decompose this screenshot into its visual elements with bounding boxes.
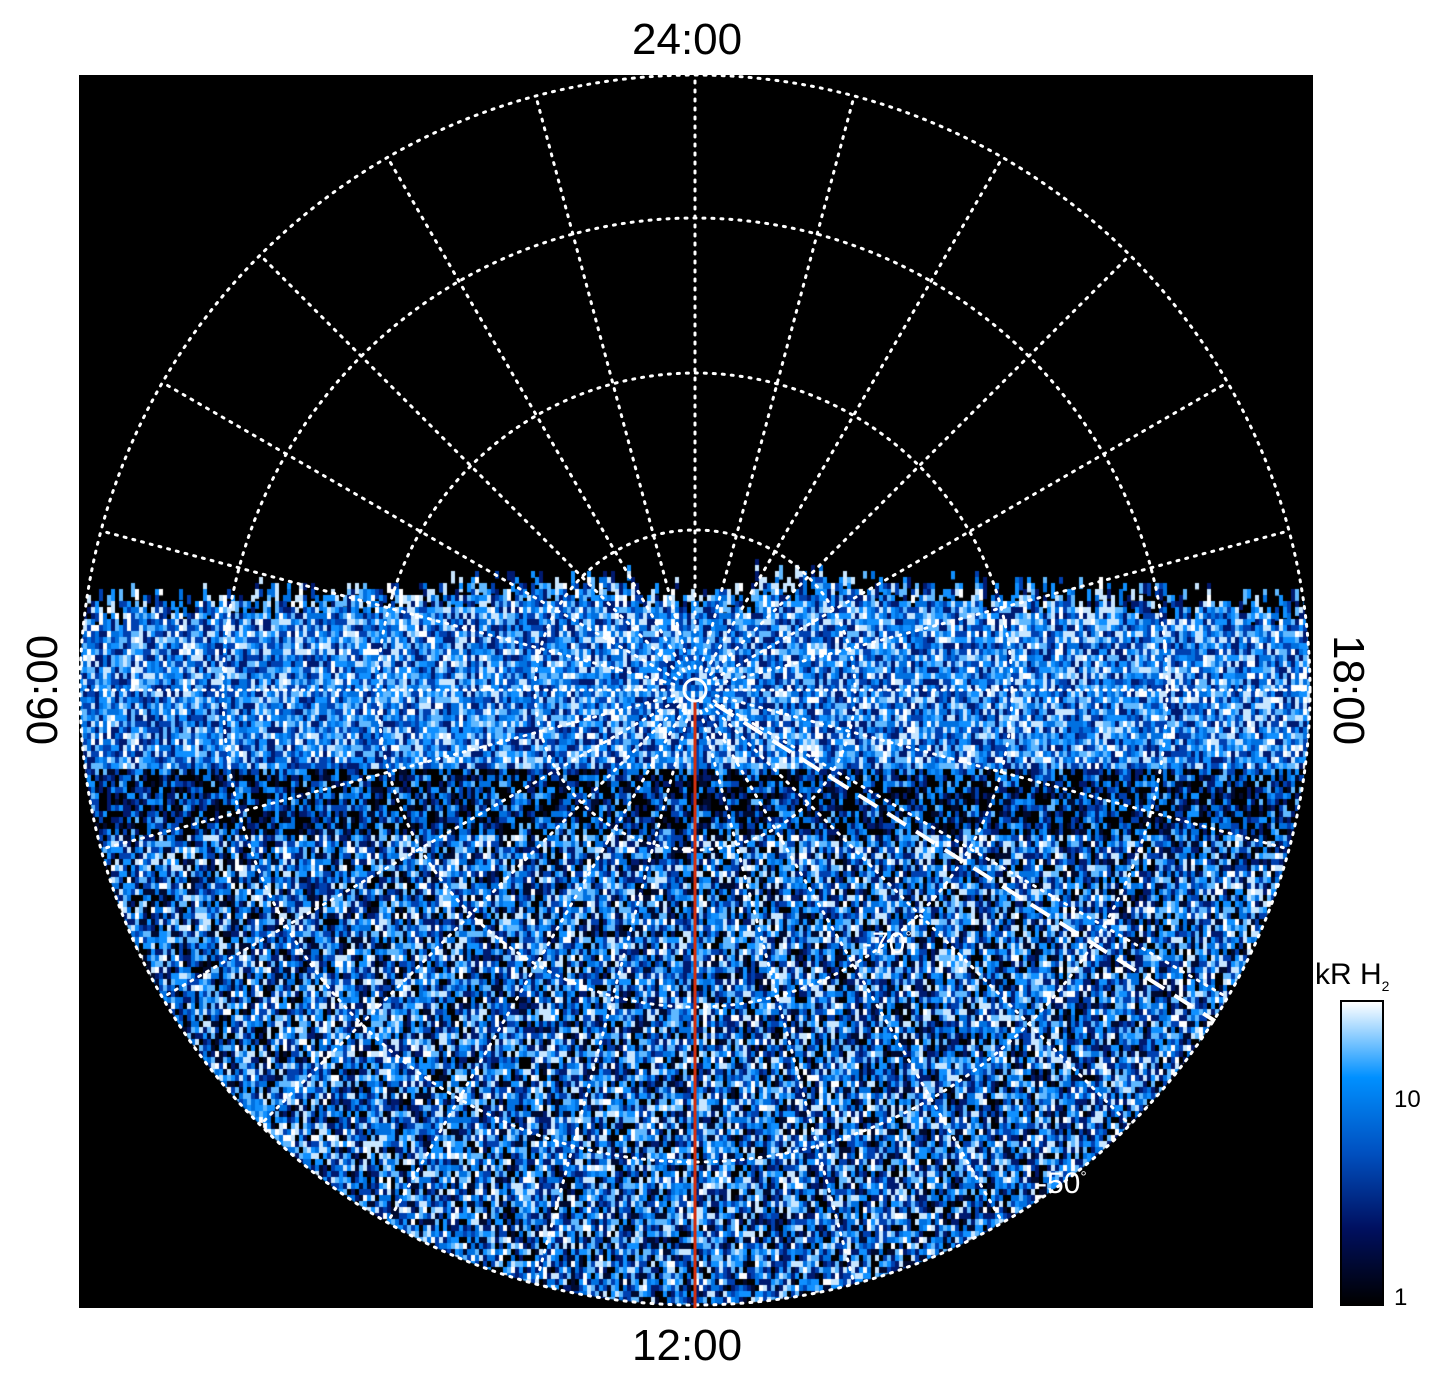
local-time-label-top: 24:00 xyxy=(632,15,743,64)
meridian-line xyxy=(714,529,1291,686)
meridian-line xyxy=(699,709,856,1286)
colorbar-tick-1: 1 xyxy=(1394,1284,1408,1311)
meridian-line xyxy=(99,529,676,686)
meridian-line xyxy=(258,253,681,676)
meridian-line xyxy=(704,155,1004,673)
local-time-label-left: 06:00 xyxy=(18,634,67,746)
meridian-line xyxy=(99,694,676,851)
meridian-line xyxy=(386,707,686,1225)
dashed-line xyxy=(713,702,1217,1023)
polar-aurora-map: -70° -50° xyxy=(79,75,1313,1308)
colorbar-tick-10: 10 xyxy=(1394,1086,1421,1113)
pole-marker xyxy=(682,677,708,703)
colorbar-title: kR H2 xyxy=(1315,958,1390,994)
meridian-line xyxy=(699,94,856,671)
latitude-label-70: -70° xyxy=(862,927,912,960)
meridian-line xyxy=(386,155,686,673)
local-time-label-right: 18:00 xyxy=(1324,634,1373,746)
colorbar xyxy=(1340,1000,1384,1306)
meridian-line xyxy=(704,707,1004,1225)
meridian-line xyxy=(712,699,1230,999)
meridian-line xyxy=(709,253,1132,676)
meridian-line xyxy=(709,704,1132,1127)
meridian-line xyxy=(714,694,1291,851)
meridian-line xyxy=(534,709,691,1286)
latitude-label-50: -50° xyxy=(1037,1167,1087,1200)
meridian-line xyxy=(712,381,1230,681)
local-time-label-bottom: 12:00 xyxy=(632,1321,743,1370)
polar-grid xyxy=(79,75,1312,1308)
meridian-line xyxy=(160,381,678,681)
meridian-line xyxy=(534,94,691,671)
meridian-line xyxy=(160,699,678,999)
meridian-line xyxy=(258,704,681,1127)
